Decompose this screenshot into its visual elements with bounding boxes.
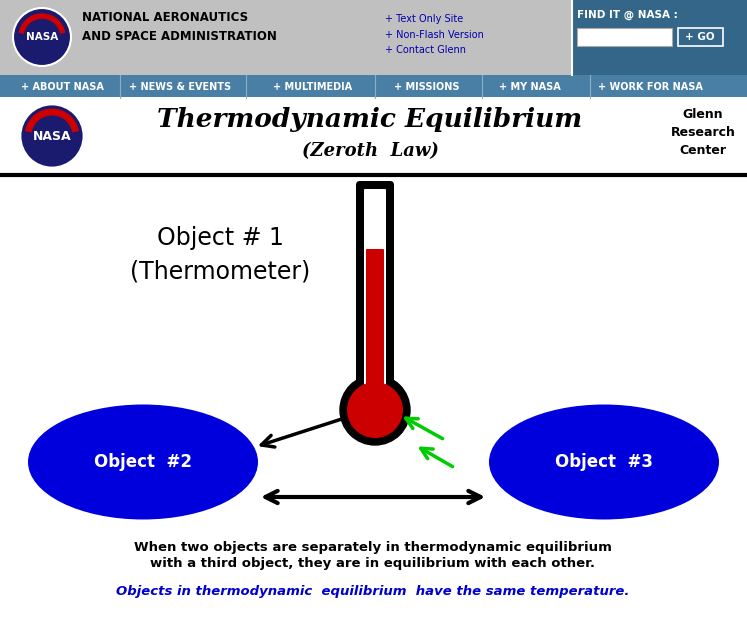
- Bar: [0, 0, 747, 75]
- Text: Objects in thermodynamic  equilibrium  have the same temperature.: Objects in thermodynamic equilibrium hav…: [117, 585, 630, 597]
- Text: with a third object, they are in equilibrium with each other.: with a third object, they are in equilib…: [150, 556, 595, 570]
- Text: Glenn
Research
Center: Glenn Research Center: [671, 107, 736, 156]
- Text: + ABOUT NASA: + ABOUT NASA: [21, 82, 103, 92]
- FancyBboxPatch shape: [364, 189, 386, 403]
- Bar: [577, 28, 672, 46]
- Text: + GO: + GO: [685, 32, 715, 42]
- Text: + Text Only Site
+ Non-Flash Version
+ Contact Glenn: + Text Only Site + Non-Flash Version + C…: [385, 14, 484, 55]
- Text: FIND IT @ NASA :: FIND IT @ NASA :: [577, 10, 678, 20]
- FancyBboxPatch shape: [356, 181, 394, 409]
- Text: NASA: NASA: [26, 32, 58, 42]
- Bar: [0, 75, 747, 98]
- Text: + NEWS & EVENTS: + NEWS & EVENTS: [129, 82, 231, 92]
- Circle shape: [347, 382, 403, 438]
- Ellipse shape: [489, 404, 719, 519]
- Circle shape: [340, 375, 410, 445]
- Bar: [678, 28, 723, 46]
- Text: Object # 1
(Thermometer): Object # 1 (Thermometer): [130, 226, 310, 284]
- FancyBboxPatch shape: [366, 249, 384, 406]
- Text: (Zeroth  Law): (Zeroth Law): [302, 142, 438, 160]
- Text: NASA: NASA: [33, 129, 71, 143]
- Text: + MISSIONS: + MISSIONS: [394, 82, 459, 92]
- Circle shape: [20, 104, 84, 168]
- Text: Object  #2: Object #2: [94, 453, 192, 471]
- Text: + WORK FOR NASA: + WORK FOR NASA: [598, 82, 702, 92]
- Text: When two objects are separately in thermodynamic equilibrium: When two objects are separately in therm…: [134, 541, 612, 555]
- Bar: [0, 97, 747, 175]
- Circle shape: [13, 8, 71, 66]
- Bar: [572, 0, 747, 75]
- Text: NATIONAL AERONAUTICS
AND SPACE ADMINISTRATION: NATIONAL AERONAUTICS AND SPACE ADMINISTR…: [82, 11, 277, 43]
- Text: Object  #3: Object #3: [555, 453, 653, 471]
- Text: Thermodynamic Equilibrium: Thermodynamic Equilibrium: [158, 107, 583, 133]
- Text: + MULTIMEDIA: + MULTIMEDIA: [273, 82, 353, 92]
- Ellipse shape: [28, 404, 258, 519]
- Text: + MY NASA: + MY NASA: [499, 82, 561, 92]
